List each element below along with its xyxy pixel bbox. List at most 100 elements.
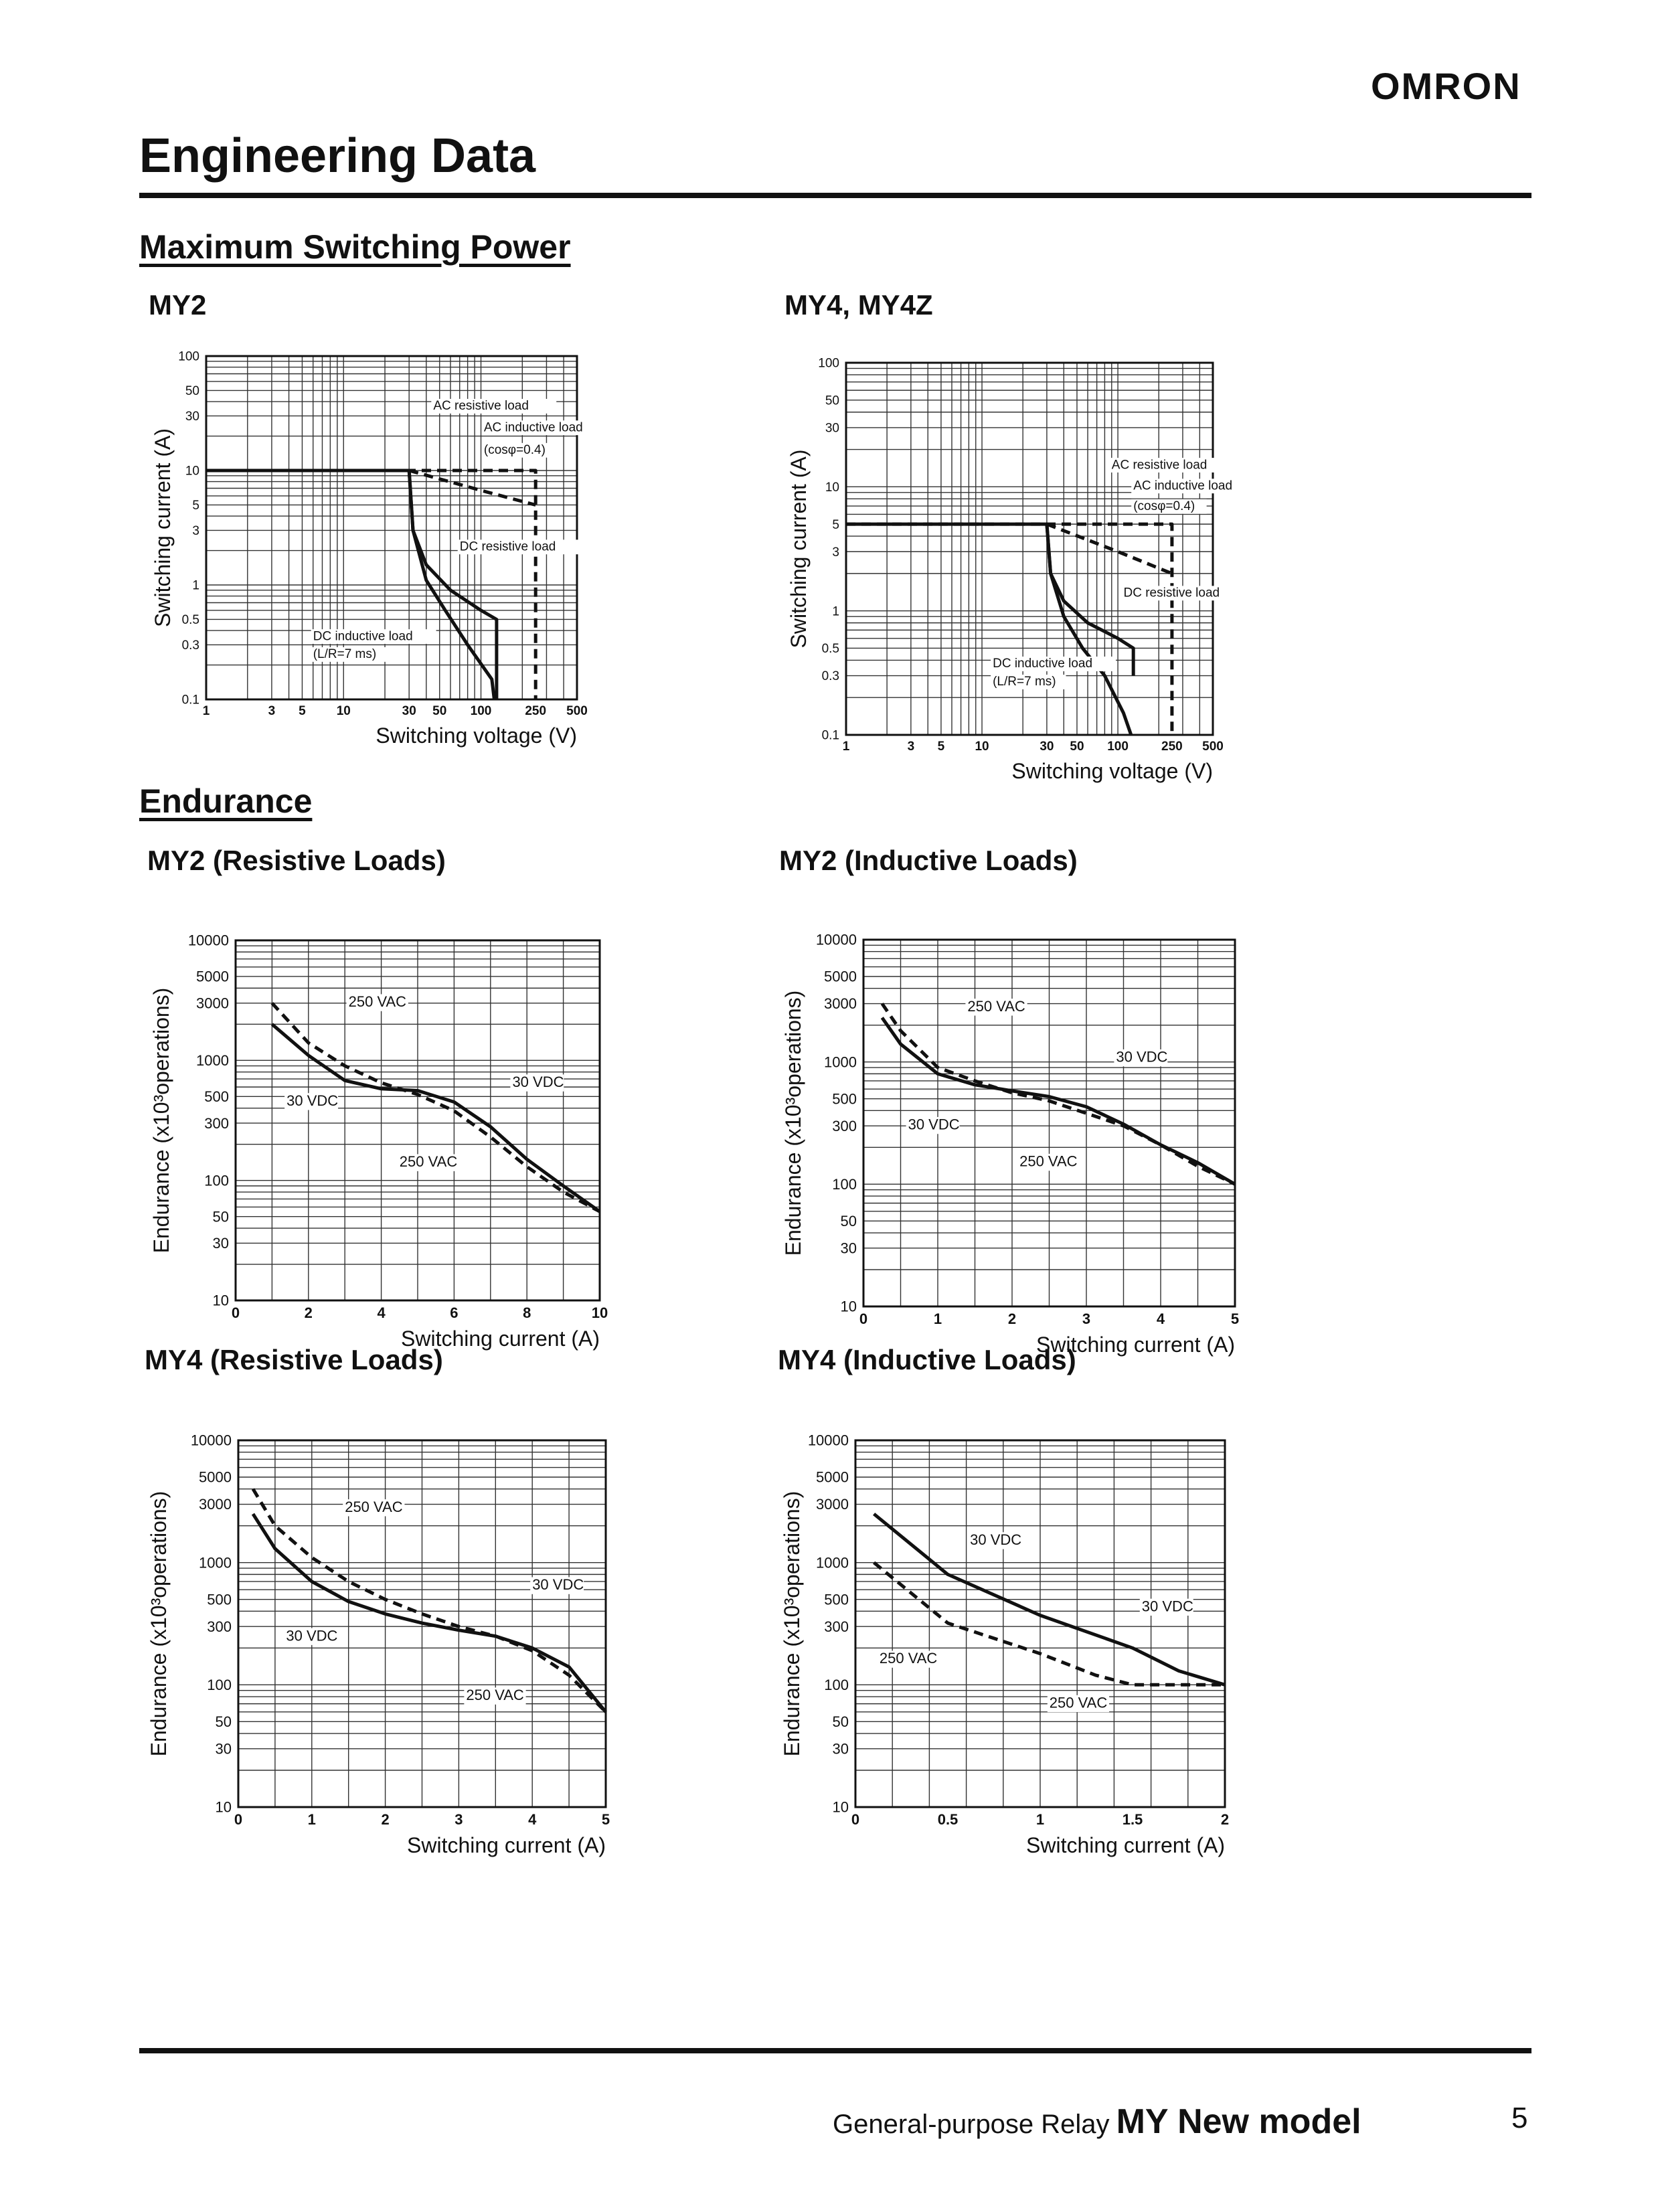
y-tick-label: 50 <box>825 394 839 408</box>
series-line <box>846 522 1135 676</box>
series-line <box>408 469 536 507</box>
y-tick-label: 1000 <box>824 1053 857 1070</box>
annotation-bg <box>1109 458 1235 473</box>
annotation-label: 30 VDC <box>286 1627 337 1644</box>
x-tick-label: 2 <box>1221 1811 1229 1828</box>
y-tick-label: 500 <box>204 1088 229 1105</box>
x-tick-label: 0 <box>851 1811 859 1828</box>
annotation-bg <box>284 1093 339 1110</box>
series-line <box>880 1003 1236 1186</box>
x-tick-label: 0 <box>859 1310 867 1327</box>
y-tick-label: 300 <box>204 1115 229 1132</box>
y-axis-label: Switching current (A) <box>786 450 811 649</box>
y-tick-label: 50 <box>833 1713 849 1730</box>
chart-my2-resistive: MY2 (Resistive Loads) 10 30 50 100 300 500 100… <box>147 845 629 1375</box>
y-tick-label: 100 <box>832 1176 857 1193</box>
y-tick-label: 500 <box>824 1591 849 1608</box>
annotation-label: 250 VAC <box>345 1499 403 1515</box>
y-tick-label: 5000 <box>196 968 229 985</box>
chart-title: MY4 (Resistive Loads) <box>145 1344 443 1375</box>
x-tick-label: 30 <box>402 704 416 718</box>
x-tick-label: 5 <box>602 1811 610 1828</box>
footer-text: General-purpose Relay <box>833 2110 1110 2139</box>
y-tick-label: 30 <box>841 1240 857 1257</box>
y-tick-label: 10 <box>185 464 199 479</box>
annotation-label: AC inductive load <box>1133 479 1232 493</box>
series-line <box>407 470 496 700</box>
x-tick-label: 500 <box>566 704 588 718</box>
series-line <box>251 1513 607 1713</box>
annotation-label: AC resistive load <box>433 399 529 413</box>
y-tick-label: 50 <box>213 1208 229 1225</box>
y-tick-label: 10 <box>841 1298 857 1315</box>
series-line <box>873 1561 1225 1687</box>
page-number: 5 <box>1511 2102 1528 2134</box>
y-tick-label: 10000 <box>808 1432 849 1449</box>
y-tick-label: 50 <box>185 384 199 398</box>
chart-title: MY2 (Inductive Loads) <box>779 845 1078 876</box>
annotation-label: 250 VAC <box>400 1153 458 1170</box>
y-tick-label: 0.5 <box>182 613 199 627</box>
annotation-bg <box>346 994 408 1011</box>
x-axis-label: Switching voltage (V) <box>1011 759 1213 783</box>
x-tick-label: 1.5 <box>1123 1811 1143 1828</box>
x-tick-label: 2 <box>381 1811 389 1828</box>
x-tick-label: 0 <box>232 1304 240 1321</box>
x-tick-label: 100 <box>1107 740 1129 754</box>
y-tick-label: 30 <box>185 410 199 424</box>
x-tick-label: 5 <box>299 704 306 718</box>
annotation-label: (L/R=7 ms) <box>993 675 1056 689</box>
series-line <box>1046 522 1173 576</box>
y-tick-label: 30 <box>213 1235 229 1252</box>
x-tick-label: 10 <box>592 1304 608 1321</box>
y-tick-label: 3 <box>192 524 199 538</box>
y-tick-label: 10 <box>213 1292 229 1309</box>
series-line <box>873 1513 1226 1687</box>
annotation-bg <box>965 999 1027 1016</box>
chart-title: MY4 (Inductive Loads) <box>778 1344 1076 1375</box>
footer-rule <box>139 2048 1531 2053</box>
y-tick-label: 1000 <box>816 1554 849 1571</box>
annotation-label: AC resistive load <box>1112 458 1208 472</box>
annotation-label: 30 VDC <box>970 1531 1021 1548</box>
annotation-bg <box>397 1154 460 1171</box>
x-tick-label: 8 <box>523 1304 531 1321</box>
y-axis-label: Endurance (x10³operations) <box>781 991 805 1256</box>
y-tick-label: 3000 <box>196 995 229 1011</box>
x-axis-label: Switching voltage (V) <box>376 724 577 748</box>
annotation-bg <box>311 629 436 645</box>
annotation-bg <box>1114 1049 1168 1067</box>
annotation-bg <box>311 647 387 662</box>
x-tick-label: 1 <box>843 740 850 754</box>
y-tick-label: 1000 <box>199 1554 232 1571</box>
chart-title: MY4, MY4Z <box>784 289 933 321</box>
annotation-label: DC resistive load <box>1123 586 1220 600</box>
y-tick-label: 50 <box>216 1713 232 1730</box>
omron-logo: OMRON <box>1371 65 1521 107</box>
y-tick-label: 1000 <box>196 1052 229 1069</box>
annotation-label: 30 VDC <box>1116 1049 1167 1066</box>
y-tick-label: 500 <box>832 1090 857 1107</box>
y-tick-label: 10 <box>825 481 839 495</box>
x-tick-label: 250 <box>525 704 546 718</box>
y-tick-label: 5000 <box>816 1469 849 1486</box>
y-tick-label: 100 <box>818 357 839 371</box>
annotation-bg <box>1121 586 1247 601</box>
y-tick-label: 10000 <box>188 932 229 949</box>
series-line <box>270 1023 601 1213</box>
annotation-label: (cosφ=0.4) <box>484 443 546 457</box>
chart-svg-my2-inductive: 10 30 50 100 300 500 1000 3000 5000 10000 0 1 2 3 4 5 Sw… <box>781 932 1239 1357</box>
x-tick-label: 5 <box>1231 1310 1239 1327</box>
y-tick-label: 30 <box>825 422 839 436</box>
y-tick-label: 0.3 <box>822 669 839 683</box>
annotation-label: (L/R=7 ms) <box>313 647 377 661</box>
y-tick-label: 30 <box>216 1741 232 1758</box>
annotation-bg <box>510 1074 564 1092</box>
annotation-label: 30 VDC <box>908 1116 960 1133</box>
annotation-bg <box>991 657 1116 671</box>
chart-svg-my4-power: 0.1 0.3 0.5 1 3 5 10 30 50 100 1 3 5 10 30 50 100 250 500 S… <box>786 357 1257 783</box>
y-axis-label: Switching current (A) <box>151 428 175 627</box>
annotation-bg <box>530 1577 584 1594</box>
y-tick-label: 3000 <box>816 1496 849 1513</box>
annotation-label: 250 VAC <box>967 998 1025 1015</box>
